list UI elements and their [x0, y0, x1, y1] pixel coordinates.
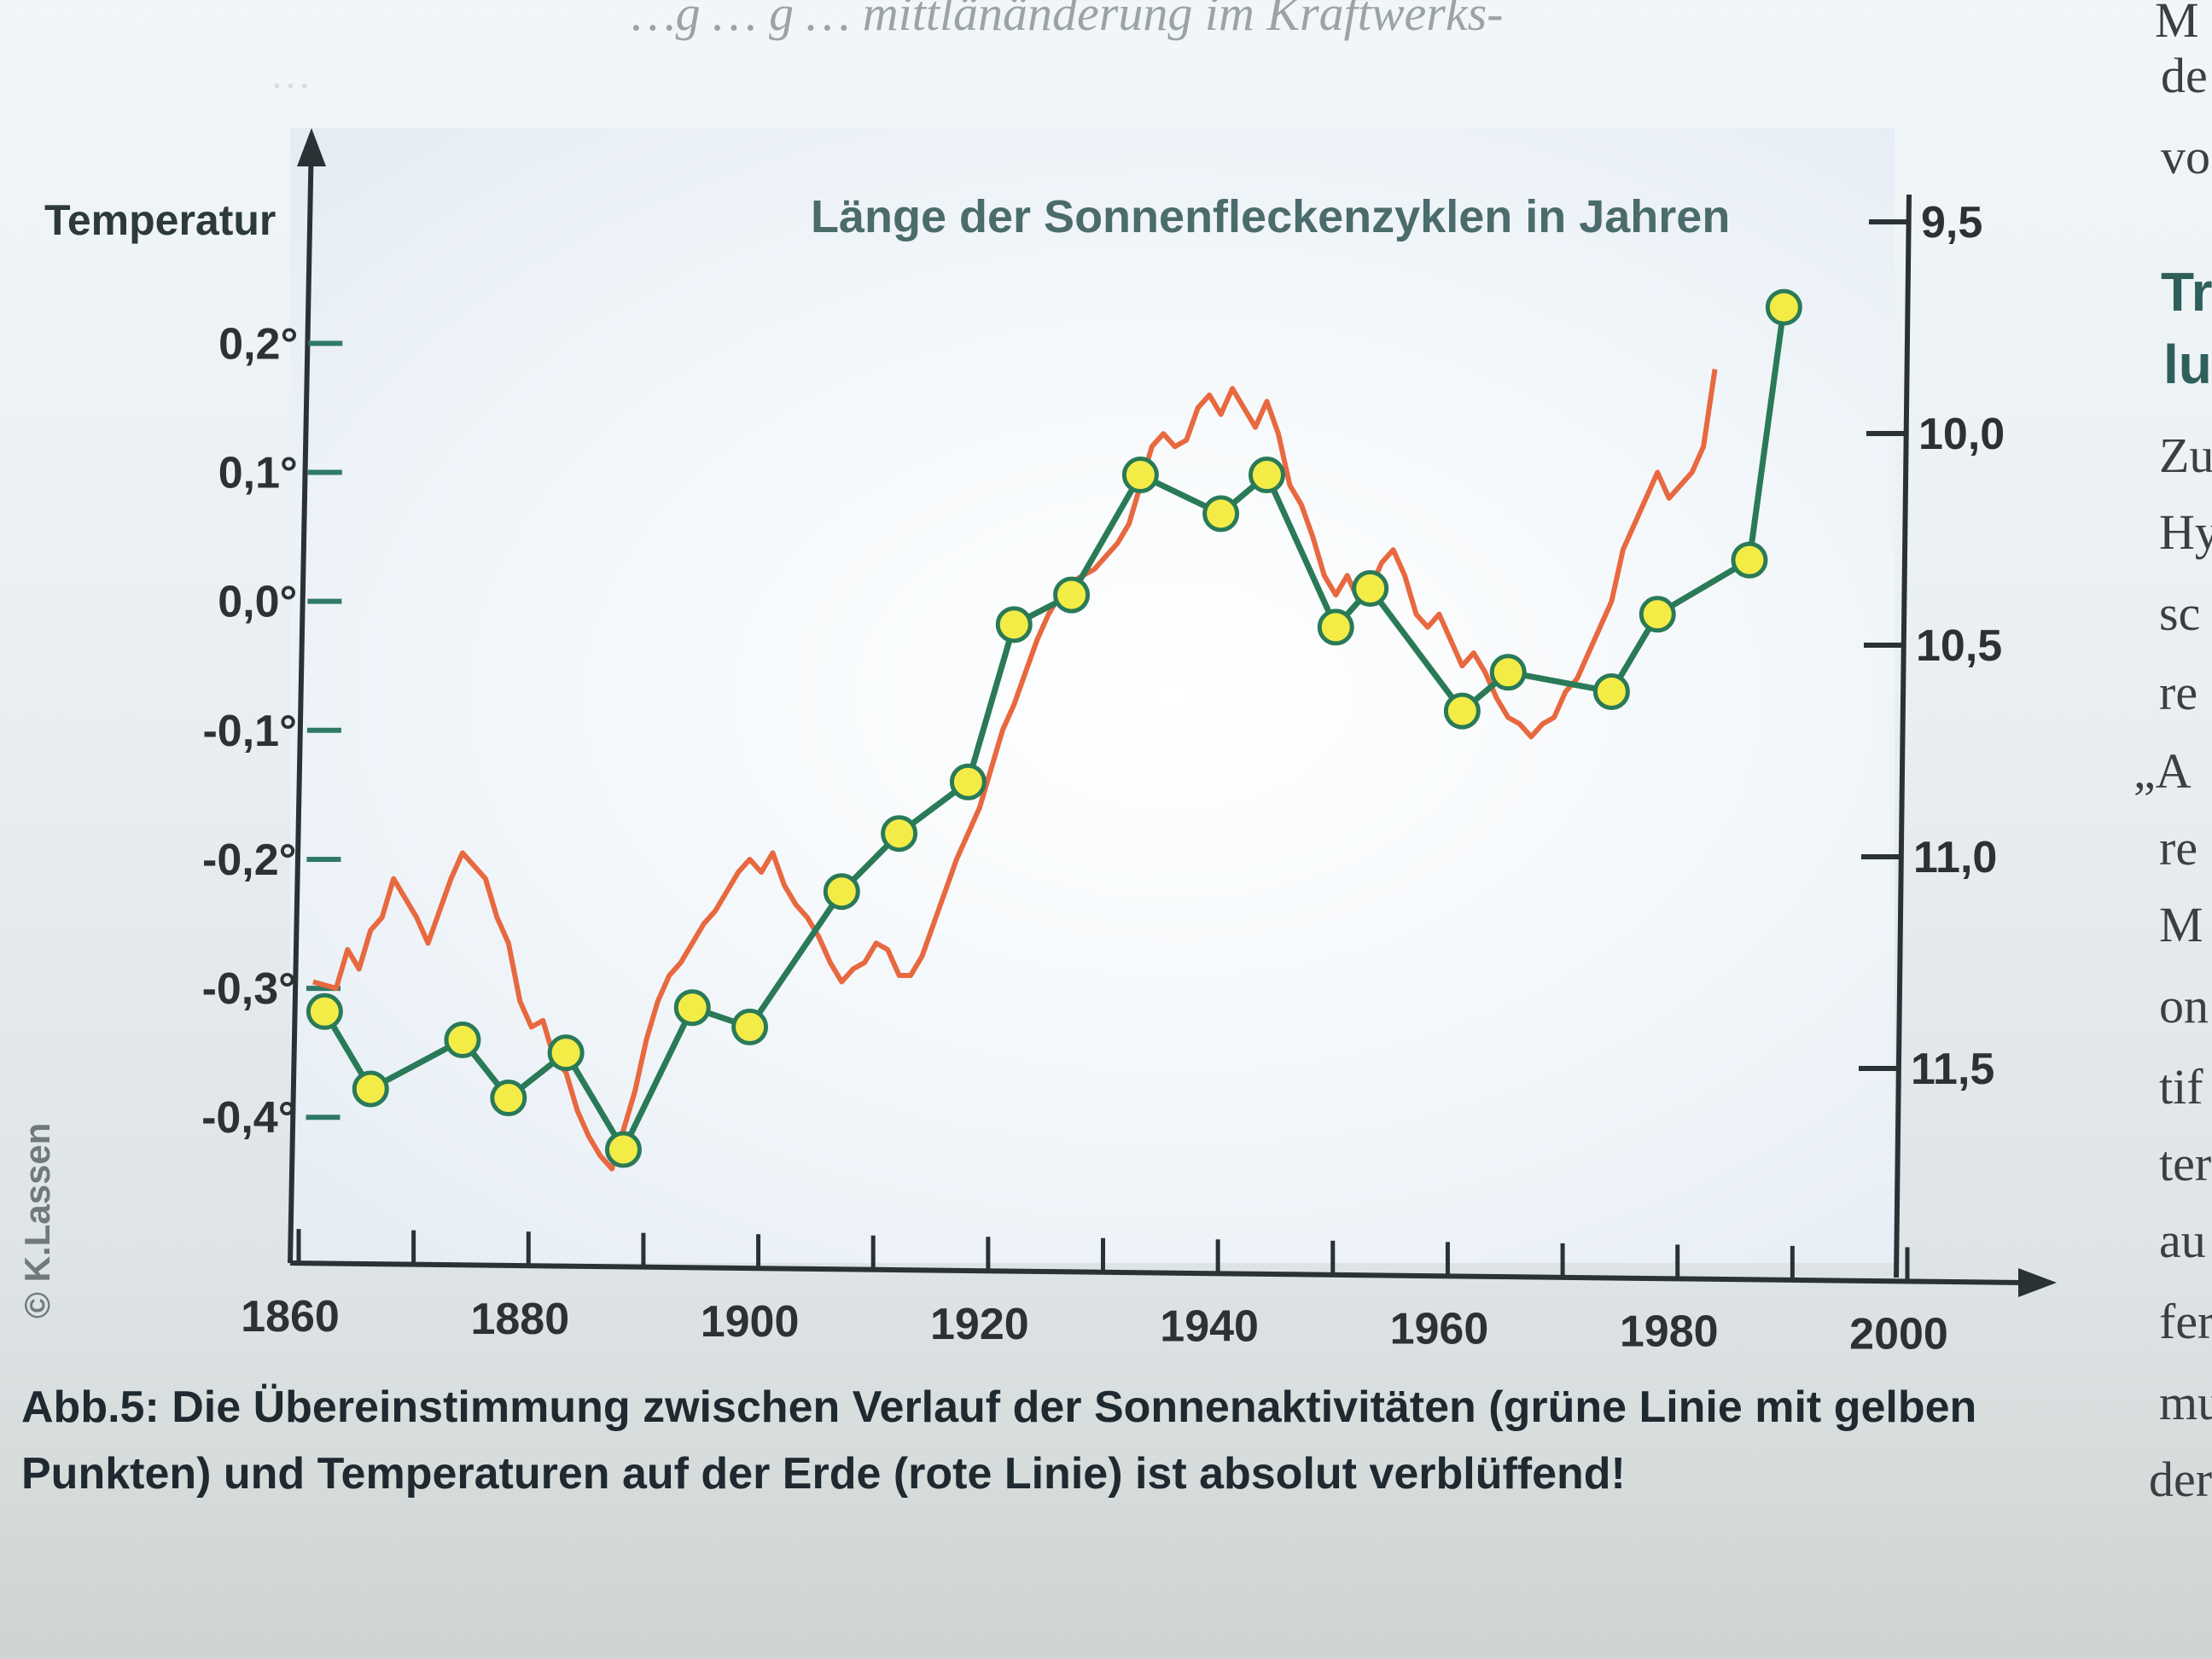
- sun-activity-point: [995, 606, 1033, 643]
- x-tick-label: 1980: [1620, 1307, 1719, 1357]
- left-axis-title: Temperatur: [44, 196, 276, 244]
- x-tick-label: 1960: [1390, 1305, 1489, 1354]
- x-tick-label: 2000: [1849, 1309, 1948, 1359]
- right-axis-title: Länge der Sonnenfleckenzyklen in Jahren: [811, 191, 1730, 242]
- sun-activity-point: [444, 1022, 481, 1059]
- sun-activity-point: [731, 1008, 769, 1045]
- sun-activity-point: [306, 992, 343, 1030]
- book-text-bleed: …: [273, 52, 310, 97]
- sun-activity-point: [881, 815, 918, 853]
- x-tick-label: 1940: [1160, 1302, 1259, 1352]
- book-right-column-line: fer: [2159, 1294, 2212, 1349]
- x-ticks: 1860 1880 1900 1920 1940 1960 1980 2000: [241, 1229, 1948, 1359]
- sun-activity-point: [1053, 576, 1091, 614]
- right-tick-label: 11,0: [1913, 833, 1997, 882]
- sun-activity-point: [1731, 541, 1768, 579]
- right-tick-label: 10,0: [1918, 410, 2005, 459]
- sun-activity-point: [1765, 288, 1802, 326]
- x-tick-label: 1860: [241, 1292, 340, 1342]
- book-text-top: …g … g … mittlänänderung im Kraftwerks-: [632, 0, 1504, 41]
- book-right-column-line: lu: [2163, 334, 2212, 395]
- sun-activity-point: [1592, 672, 1630, 710]
- book-right-column-line: M: [2155, 0, 2199, 48]
- figure-caption: Abb.5: Die Übereinstimmung zwischen Verl…: [21, 1382, 1977, 1499]
- sun-activity-point: [949, 763, 987, 800]
- x-axis: [289, 1260, 2023, 1285]
- book-right-column-line: re: [2159, 665, 2198, 720]
- copyright-notice: © K.Lassen: [17, 1122, 57, 1318]
- left-tick-label: -0,3°: [202, 964, 296, 1014]
- left-tick-label: -0,4°: [201, 1093, 295, 1143]
- sun-activity-point: [490, 1080, 527, 1117]
- book-right-column-line: der: [2149, 1452, 2212, 1507]
- y-axis-right: [1894, 194, 1912, 1278]
- sun-activity-point: [673, 989, 711, 1027]
- x-tick-label: 1900: [701, 1297, 800, 1347]
- sun-activity-point: [1352, 570, 1389, 608]
- sun-activity-point: [1248, 457, 1285, 494]
- book-right-column-line: re: [2159, 820, 2198, 876]
- sun-activity-point: [1121, 457, 1159, 494]
- right-tick-label: 9,5: [1921, 198, 1982, 247]
- book-right-column-line: on: [2159, 978, 2209, 1033]
- book-right-column-line: de: [2161, 48, 2208, 103]
- book-right-column-line: Zu: [2159, 428, 2212, 483]
- book-right-column-line: Tr: [2161, 261, 2212, 323]
- left-tick-label: 0,2°: [218, 319, 298, 369]
- sun-activity-point: [1317, 608, 1354, 646]
- left-tick-label: -0,1°: [202, 707, 296, 756]
- left-tick-label: 0,1°: [218, 449, 298, 498]
- temperature-series-line: [312, 369, 1718, 1172]
- book-right-column-line: tif: [2159, 1059, 2203, 1115]
- right-tick-label: 10,5: [1916, 621, 2002, 671]
- x-tick-label: 1920: [930, 1300, 1029, 1349]
- book-right-column-line: ter: [2159, 1136, 2212, 1191]
- x-axis-arrow: [2018, 1268, 2057, 1297]
- y-axis-left-arrow: [297, 128, 326, 166]
- y-axis-left: [288, 136, 314, 1264]
- book-right-column-line: au: [2159, 1213, 2206, 1268]
- right-tick-label: 11,5: [1911, 1045, 1994, 1094]
- sun-activity-point: [547, 1034, 585, 1072]
- sun-activity-point: [1489, 654, 1527, 691]
- x-tick-label: 1880: [470, 1295, 569, 1344]
- book-right-column-line: mu: [2159, 1375, 2212, 1430]
- left-tick-label: -0,2°: [202, 835, 296, 885]
- left-tick-label: 0,0°: [218, 578, 297, 627]
- sun-activity-point: [352, 1070, 389, 1108]
- book-right-column-line: sc: [2159, 585, 2201, 641]
- book-right-column-line: „A: [2133, 743, 2192, 799]
- book-right-column-line: vo: [2161, 129, 2210, 184]
- left-axis-ticks: 0,2° 0,1° 0,0° -0,1° -0,2° -0,3° -0,4°: [201, 319, 343, 1143]
- series-layer: [306, 288, 1802, 1172]
- sun-activity-point: [1443, 692, 1481, 730]
- sun-activity-point: [823, 873, 860, 911]
- book-right-column-line: Hy: [2159, 504, 2212, 560]
- sun-activity-point: [1202, 495, 1240, 533]
- book-right-column-line: M: [2159, 897, 2203, 952]
- sun-activity-point: [1639, 596, 1676, 633]
- sun-activity-point: [604, 1131, 642, 1168]
- right-axis-ticks: 9,5 10,0 10,5 11,0 11,5: [1859, 198, 2005, 1094]
